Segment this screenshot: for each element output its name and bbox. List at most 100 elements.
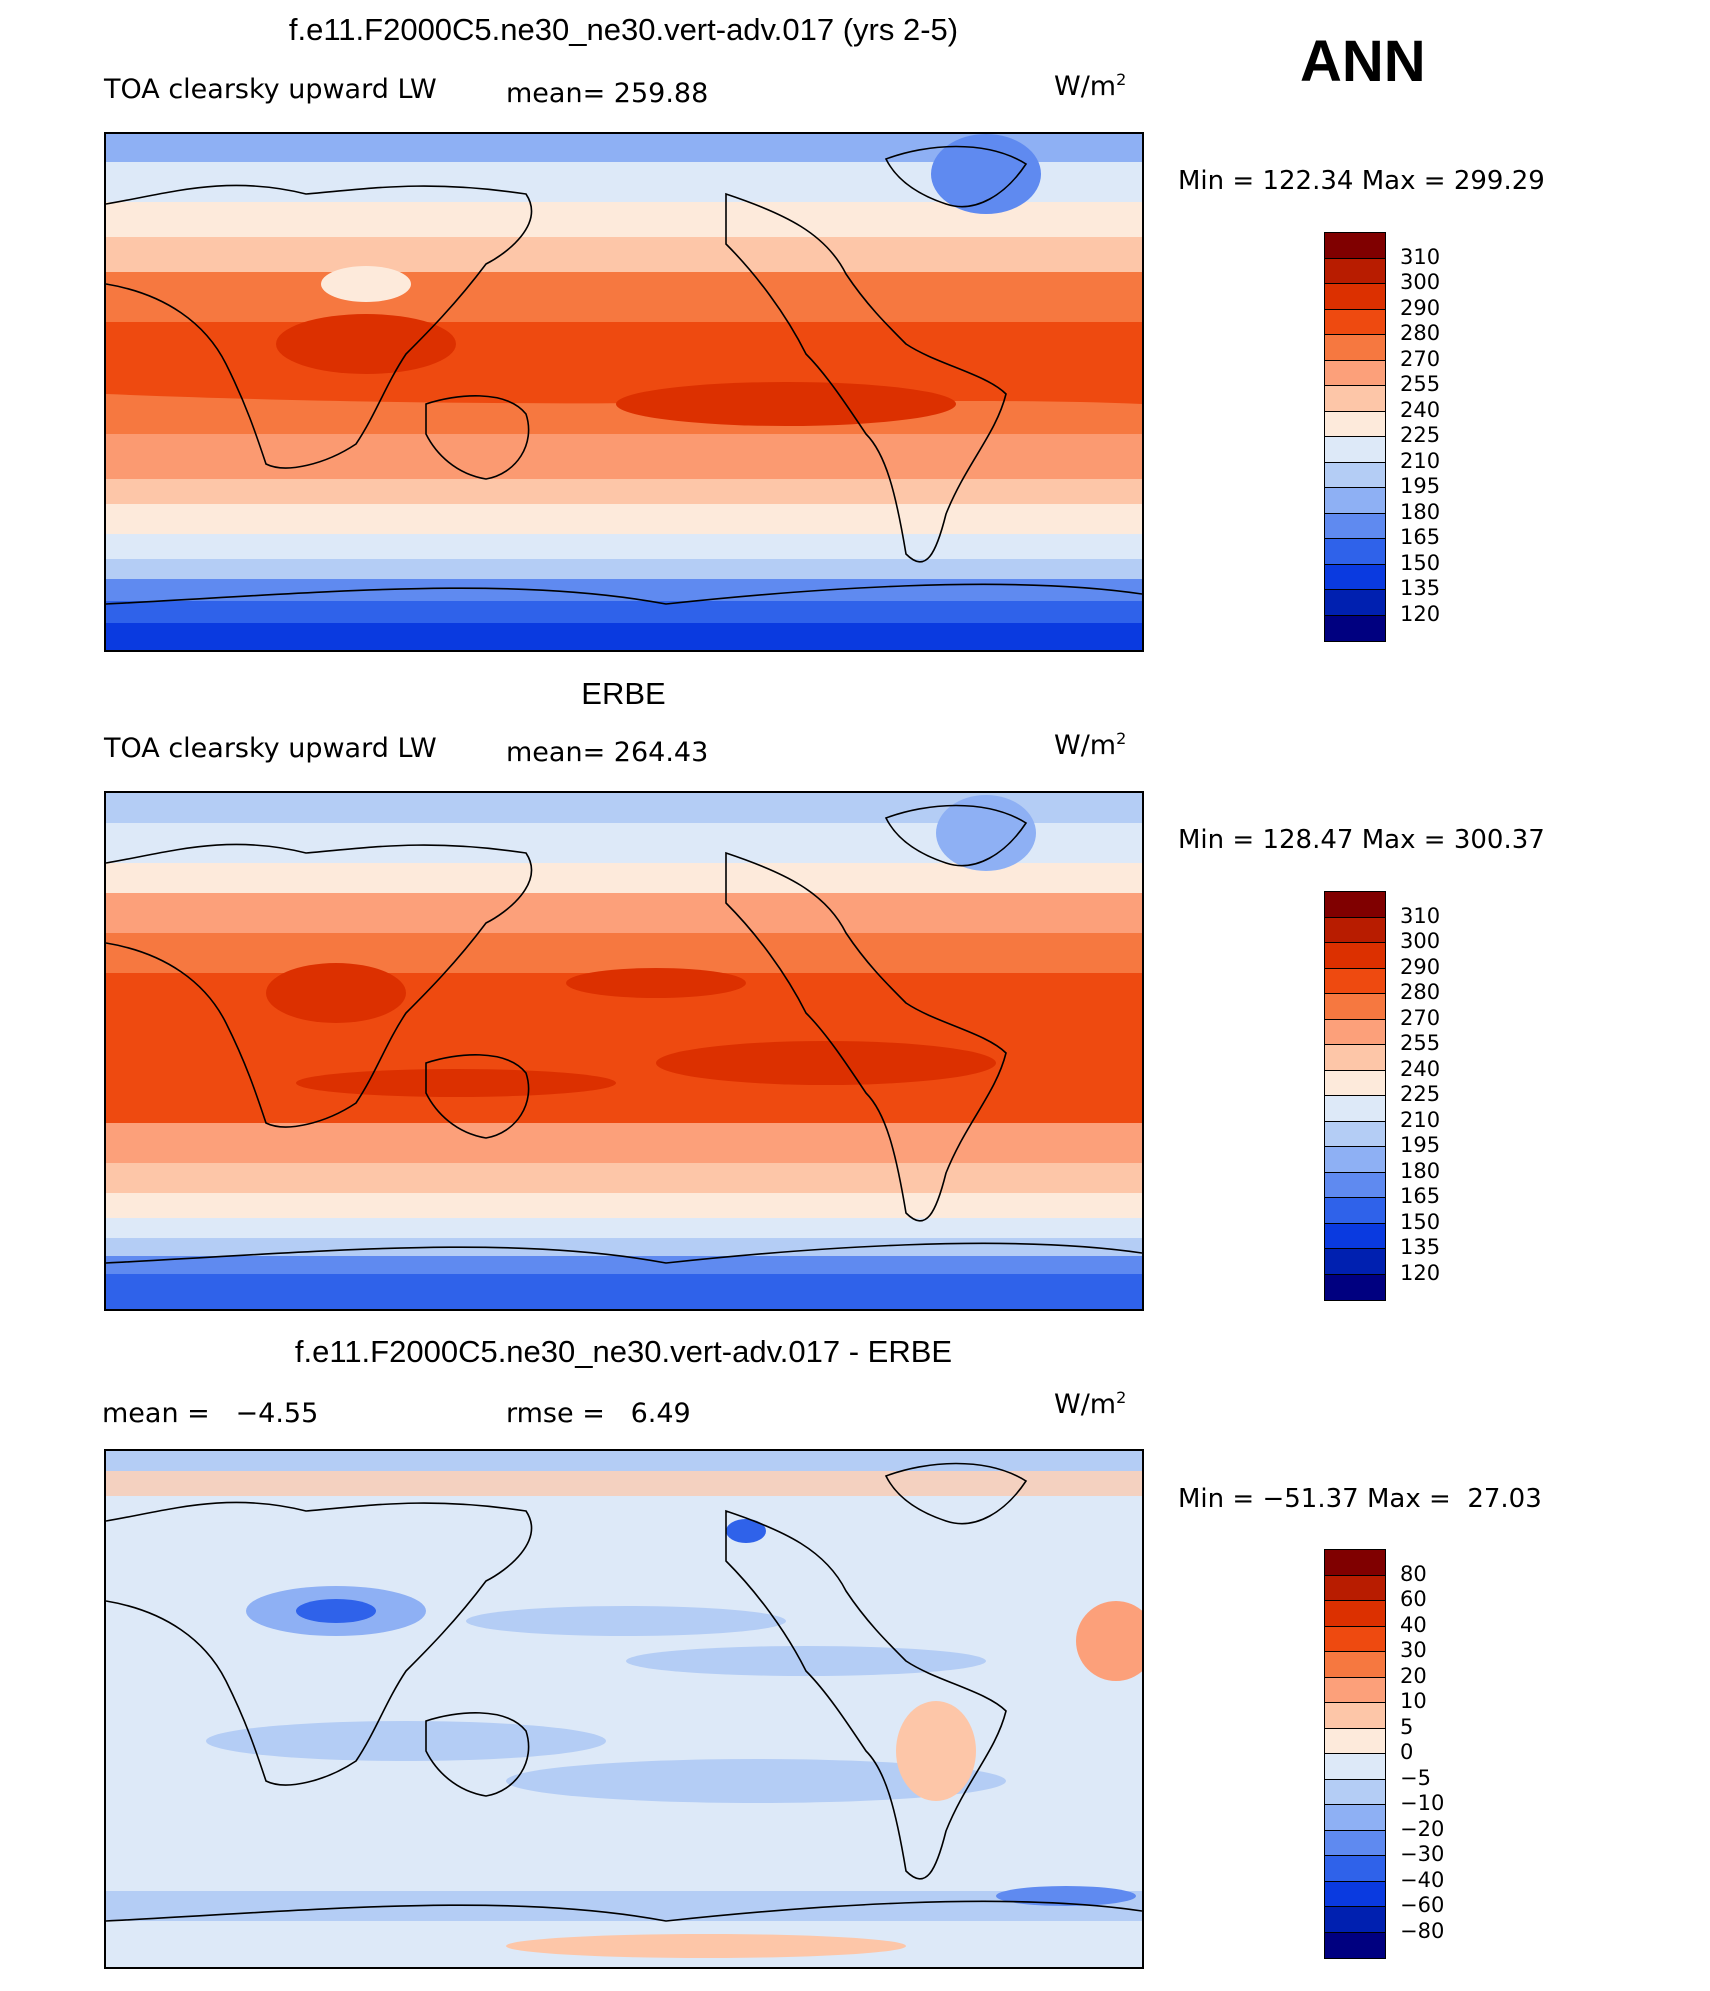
colorbar-box [1325, 462, 1385, 488]
colorbar-box [1325, 1045, 1385, 1071]
colorbar-box [1325, 1575, 1385, 1601]
panel1-min-max: Min = 122.34 Max = 299.29 [1178, 166, 1545, 196]
colorbar-box [1325, 1223, 1385, 1249]
panel3-title: f.e11.F2000C5.ne30_ne30.vert-adv.017 - E… [294, 1334, 953, 1369]
colorbar-tick-label: 165 [1400, 1184, 1441, 1208]
colorbar-box [1325, 1626, 1385, 1652]
colorbar-tick-label: −10 [1400, 1791, 1445, 1815]
colorbar-tick-label: −40 [1400, 1867, 1445, 1892]
colorbar-box [1325, 1932, 1385, 1958]
colorbar-box [1325, 943, 1385, 969]
colorbar-box [1325, 1550, 1385, 1576]
colorbar-tick-label: 150 [1400, 550, 1441, 575]
colorbar-box [1325, 1249, 1385, 1275]
colorbar-tick-label: 255 [1400, 372, 1441, 396]
panel3-colorbar [1324, 1549, 1386, 1959]
colorbar-box [1325, 411, 1385, 437]
colorbar-box [1325, 386, 1385, 412]
panel1-variable-label: TOA clearsky upward LW [104, 74, 437, 105]
colorbar-tick-label: −5 [1400, 1765, 1431, 1790]
colorbar-box [1325, 233, 1385, 259]
colorbar-box [1325, 1652, 1385, 1678]
colorbar-box [1325, 1856, 1385, 1882]
colorbar-box [1325, 968, 1385, 994]
panel3-min-max: Min = −51.37 Max = 27.03 [1178, 1484, 1542, 1514]
colorbar-tick-label: 120 [1400, 1260, 1441, 1285]
colorbar-box [1325, 488, 1385, 514]
panel2-units: W/m2 [1054, 729, 1127, 761]
colorbar-tick-label: 240 [1400, 397, 1441, 422]
colorbar-tick-label: 10 [1400, 1689, 1427, 1713]
colorbar-tick-label: 270 [1400, 1005, 1441, 1030]
colorbar-tick-label: 240 [1400, 1056, 1441, 1081]
colorbar-tick-label: 165 [1400, 525, 1441, 549]
colorbar-tick-label: 210 [1400, 1107, 1441, 1132]
colorbar-tick-label: 20 [1400, 1663, 1427, 1688]
colorbar-box [1325, 284, 1385, 310]
colorbar-tick-label: 120 [1400, 601, 1441, 626]
colorbar-box [1325, 1805, 1385, 1831]
colorbar-box [1325, 994, 1385, 1020]
panel2-mean: mean= 264.43 [506, 737, 709, 768]
season-label: ANN [1300, 29, 1426, 94]
colorbar-tick-label: −80 [1400, 1918, 1445, 1943]
panel2-variable-label: TOA clearsky upward LW [104, 733, 437, 764]
colorbar-box [1325, 590, 1385, 616]
colorbar-tick-label: 40 [1400, 1612, 1427, 1637]
colorbar-box [1325, 892, 1385, 918]
colorbar-tick-label: 280 [1400, 321, 1441, 345]
panel3-mean: mean = −4.55 [102, 1398, 319, 1429]
colorbar-box [1325, 1019, 1385, 1045]
colorbar-box [1325, 1121, 1385, 1147]
colorbar-box [1325, 615, 1385, 641]
panel2-min-max: Min = 128.47 Max = 300.37 [1178, 825, 1545, 855]
colorbar-box [1325, 258, 1385, 284]
colorbar-box [1325, 1601, 1385, 1627]
colorbar-box [1325, 1274, 1385, 1300]
colorbar-tick-label: 225 [1400, 423, 1441, 447]
colorbar-box [1325, 1728, 1385, 1754]
colorbar-tick-label: −30 [1400, 1842, 1445, 1866]
colorbar-box [1325, 513, 1385, 539]
colorbar-box [1325, 1881, 1385, 1907]
colorbar-tick-label: 225 [1400, 1082, 1441, 1106]
colorbar-tick-label: 310 [1400, 903, 1441, 928]
colorbar-tick-label: 180 [1400, 499, 1441, 524]
colorbar-tick-label: 150 [1400, 1209, 1441, 1234]
colorbar-tick-label: 135 [1400, 1235, 1441, 1259]
colorbar-tick-label: 0 [1400, 1740, 1414, 1764]
panel3-rmse: rmse = 6.49 [506, 1398, 691, 1429]
panel1-map [104, 132, 1144, 652]
colorbar-tick-label: 300 [1400, 270, 1441, 294]
panel1-title: f.e11.F2000C5.ne30_ne30.vert-adv.017 (yr… [288, 12, 959, 47]
colorbar-box [1325, 1147, 1385, 1173]
panel3-map [104, 1449, 1144, 1969]
colorbar-box [1325, 564, 1385, 590]
colorbar-box [1325, 1779, 1385, 1805]
panel1-colorbar [1324, 232, 1386, 642]
panel2-map [104, 791, 1144, 1311]
colorbar-box [1325, 1198, 1385, 1224]
colorbar-box [1325, 1172, 1385, 1198]
colorbar-tick-label: 60 [1400, 1587, 1427, 1611]
panel2-colorbar [1324, 891, 1386, 1301]
colorbar-box [1325, 360, 1385, 386]
colorbar-box [1325, 917, 1385, 943]
colorbar-box [1325, 1830, 1385, 1856]
colorbar-box [1325, 437, 1385, 463]
colorbar-tick-label: 255 [1400, 1031, 1441, 1055]
colorbar-tick-label: 280 [1400, 980, 1441, 1004]
panel1-mean: mean= 259.88 [506, 78, 709, 109]
colorbar-tick-label: −20 [1400, 1816, 1445, 1841]
colorbar-tick-label: 300 [1400, 929, 1441, 953]
colorbar-tick-label: 290 [1400, 295, 1441, 320]
colorbar-box [1325, 1070, 1385, 1096]
colorbar-box [1325, 1096, 1385, 1122]
colorbar-box [1325, 1703, 1385, 1729]
colorbar-tick-label: 195 [1400, 474, 1441, 498]
colorbar-tick-label: −60 [1400, 1893, 1445, 1917]
colorbar-tick-label: 195 [1400, 1133, 1441, 1157]
colorbar-tick-label: 180 [1400, 1158, 1441, 1183]
colorbar-box [1325, 335, 1385, 361]
colorbar-tick-label: 5 [1400, 1714, 1414, 1739]
